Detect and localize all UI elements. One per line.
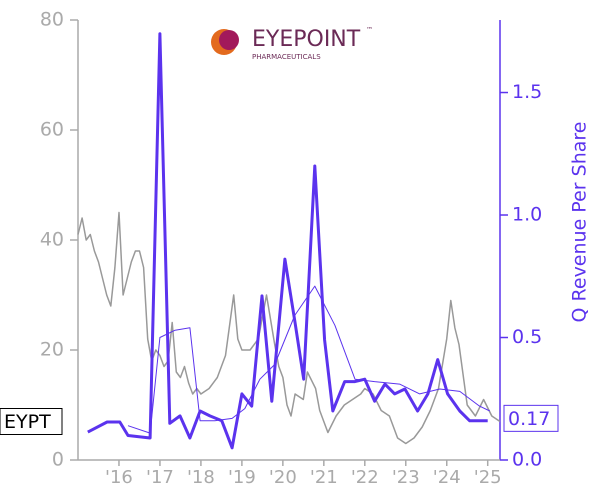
y2-tick-label: 1.0 bbox=[512, 204, 542, 226]
y-tick-label: 0 bbox=[52, 449, 64, 471]
y2-tick-label: 1.5 bbox=[512, 81, 542, 103]
ticker-box bbox=[0, 408, 63, 435]
x-tick-label: '20 bbox=[269, 467, 297, 488]
logo-name: EYEPOINT bbox=[252, 27, 361, 52]
x-tick-label: '23 bbox=[392, 467, 420, 488]
x-tick-label: '22 bbox=[351, 467, 379, 488]
last-value-label: 0.17 bbox=[508, 408, 550, 430]
y-tick-label: 60 bbox=[40, 119, 64, 141]
x-tick-label: '19 bbox=[228, 467, 256, 488]
logo: EYEPOINT ™ PHARMACEUTICALS bbox=[211, 26, 373, 61]
series-line bbox=[127, 285, 491, 434]
x-tick-label: '16 bbox=[105, 467, 133, 488]
y-tick-label: 40 bbox=[40, 229, 64, 251]
logo-mark: ™ bbox=[366, 26, 373, 34]
logo-tagline: PHARMACEUTICALS bbox=[252, 53, 321, 61]
x-tick-label: '24 bbox=[433, 467, 461, 488]
ticker-label: EYPT bbox=[4, 411, 51, 433]
series-line bbox=[87, 32, 488, 450]
y-tick-label: 20 bbox=[40, 339, 64, 361]
y-tick-label: 80 bbox=[40, 9, 64, 31]
x-tick-label: '18 bbox=[187, 467, 215, 488]
series-line bbox=[77, 211, 501, 445]
x-tick-label: '25 bbox=[474, 467, 502, 488]
x-tick-label: '17 bbox=[146, 467, 174, 488]
y2-tick-label: 0.0 bbox=[512, 449, 542, 471]
logo-icon bbox=[219, 30, 239, 50]
last-value-box bbox=[503, 404, 559, 432]
y2-axis-label: Q Revenue Per Share bbox=[569, 122, 591, 323]
y2-tick-label: 0.5 bbox=[512, 326, 542, 348]
x-tick-label: '21 bbox=[310, 467, 338, 488]
